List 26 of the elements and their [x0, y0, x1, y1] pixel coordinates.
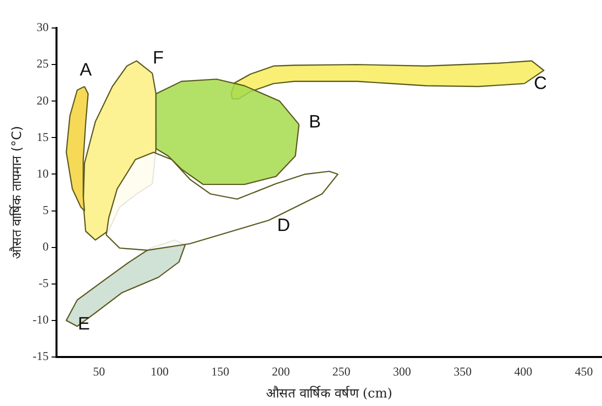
- y-tick-label: 15: [36, 130, 49, 144]
- x-tick-label: 200: [272, 364, 290, 378]
- x-tick-label: 50: [93, 364, 106, 378]
- y-tick-label: 5: [42, 202, 49, 217]
- x-tick-label: 450: [574, 364, 593, 378]
- y-tick-label: 30: [36, 20, 49, 34]
- y-axis-title: औसत वार्षिक तापमान (°C): [9, 126, 26, 260]
- y-tick-label: -10: [32, 312, 49, 327]
- y-tick-label: 20: [36, 93, 49, 108]
- x-tick-label: 250: [332, 364, 350, 378]
- y-tick-label: -5: [38, 276, 49, 290]
- x-tick-label: 350: [454, 364, 472, 378]
- series-label: F: [152, 47, 164, 68]
- x-axis-title: औसत वार्षिक वर्षण (cm): [266, 386, 392, 402]
- y-tick-label: 25: [36, 56, 49, 71]
- x-tick-label: 400: [514, 364, 532, 378]
- x-tick-label: 100: [150, 364, 169, 378]
- x-tick-label: 300: [393, 364, 412, 378]
- x-tick-label: 150: [211, 364, 230, 378]
- series-label: A: [80, 60, 92, 80]
- series-label: B: [308, 112, 321, 132]
- y-tick-label: 10: [36, 166, 49, 180]
- y-tick-label: 0: [42, 239, 49, 254]
- series-label: D: [277, 214, 290, 235]
- y-tick-label: -15: [32, 349, 49, 364]
- series-label: C: [534, 72, 547, 93]
